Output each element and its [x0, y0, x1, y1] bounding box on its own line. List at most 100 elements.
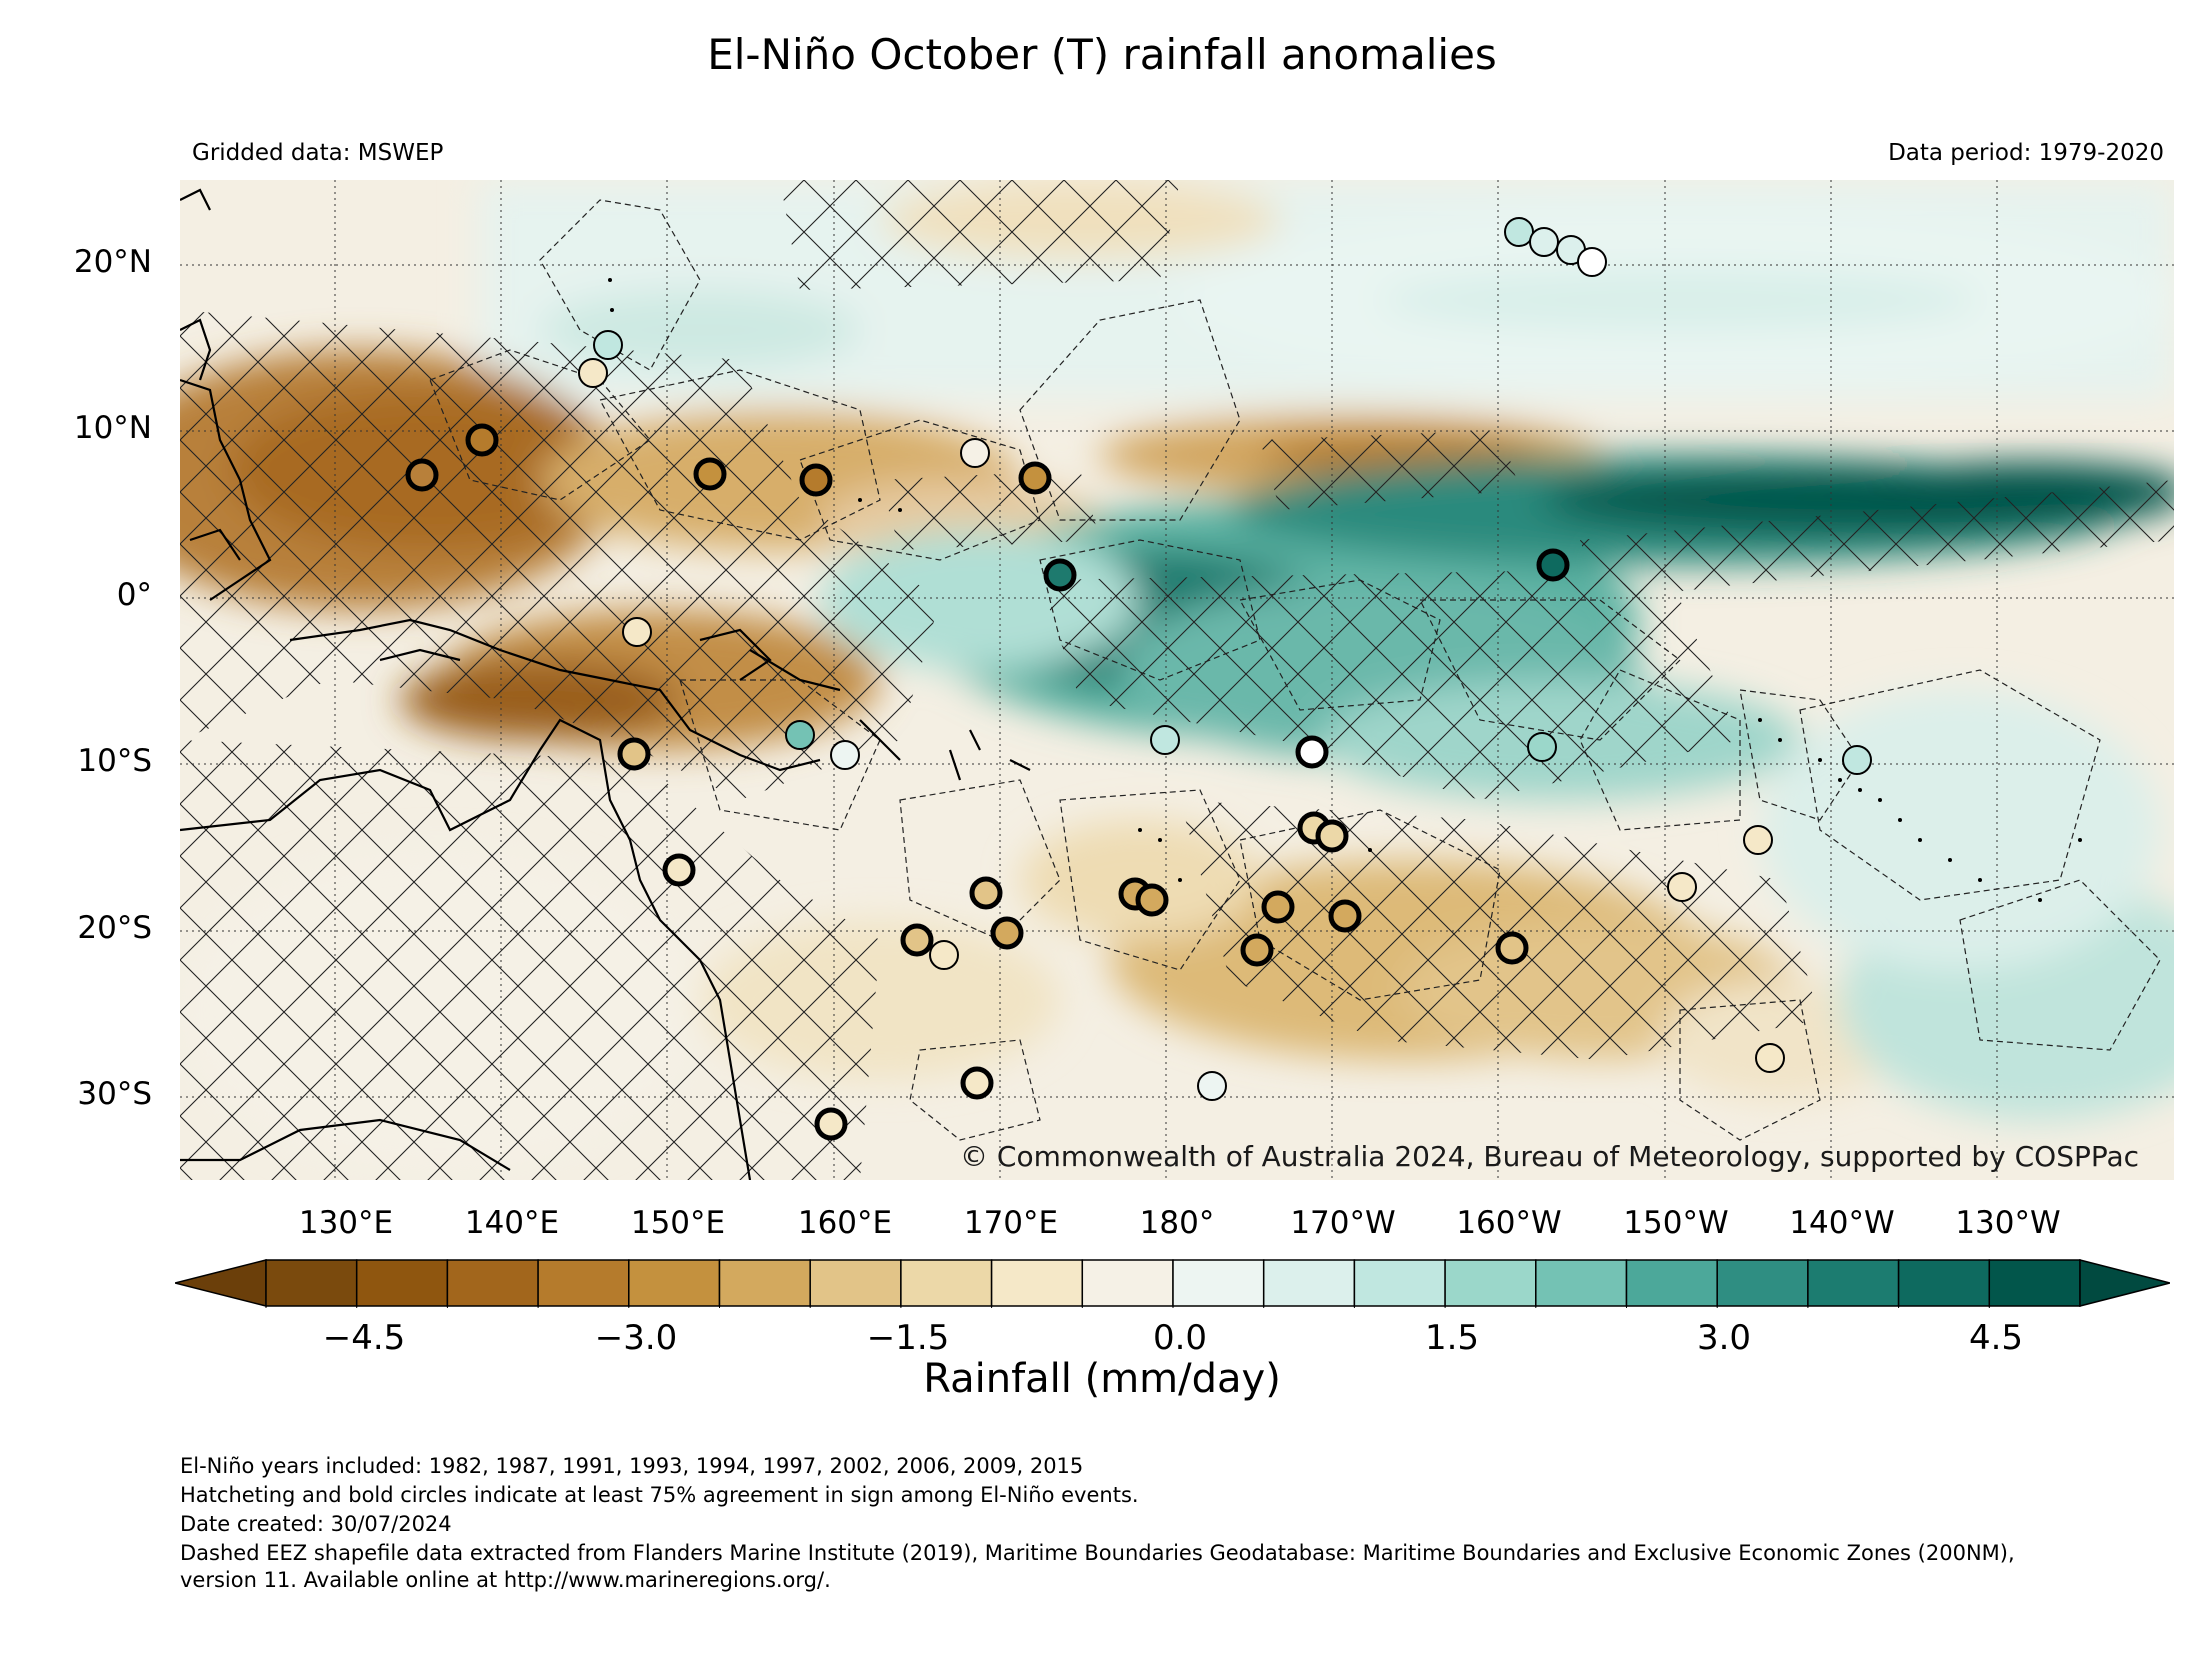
station-circle-bold — [465, 423, 499, 457]
colorbar-cell — [1535, 1259, 1628, 1307]
station-circle — [1197, 1071, 1227, 1101]
colorbar-extend-low — [175, 1259, 267, 1307]
colorbar-cell — [265, 1259, 358, 1307]
footer-eez-source-cont: version 11. Available online at http://w… — [180, 1568, 831, 1592]
rainfall-anomaly-map — [180, 180, 2174, 1180]
station-circle-bold — [1295, 735, 1329, 769]
gridded-data-note: Gridded data: MSWEP — [192, 140, 444, 166]
lon-label: 170°E — [963, 1205, 1059, 1241]
lat-label: 10°N — [73, 410, 152, 446]
colorbar-extend-high — [2079, 1259, 2170, 1307]
station-circle-bold — [1328, 899, 1362, 933]
station-circle-bold — [990, 916, 1024, 950]
station-circle-bold — [1261, 890, 1295, 924]
colorbar-cell — [1716, 1259, 1809, 1307]
station-circle — [960, 438, 990, 468]
station-circle — [785, 720, 815, 750]
station-circle-bold — [1240, 933, 1274, 967]
station-circle-bold — [1018, 461, 1052, 495]
station-circle — [929, 940, 959, 970]
station-circle-bold — [693, 457, 727, 491]
station-circle-bold — [1135, 883, 1169, 917]
colorbar-cell — [1988, 1259, 2081, 1307]
colorbar-cell — [718, 1259, 811, 1307]
colorbar-cell — [1807, 1259, 1900, 1307]
footer-years: El-Niño years included: 1982, 1987, 1991… — [180, 1454, 1084, 1478]
station-circle — [1743, 825, 1773, 855]
colorbar-tick: 0.0 — [1152, 1318, 1208, 1358]
station-circle-bold — [1495, 931, 1529, 965]
colorbar-cell — [990, 1259, 1084, 1307]
station-circle-bold — [405, 458, 439, 492]
data-period-note: Data period: 1979-2020 — [1888, 140, 2164, 166]
station-circle-bold — [960, 1066, 994, 1100]
colorbar-cell — [809, 1259, 902, 1307]
lat-label: 20°S — [77, 910, 152, 946]
station-circle — [1504, 217, 1534, 247]
station-circle — [1527, 732, 1557, 762]
graticule — [180, 180, 2174, 1180]
station-circle — [830, 740, 860, 770]
colorbar-cell — [628, 1259, 721, 1307]
station-circle-bold — [1043, 558, 1077, 592]
colorbar-label: Rainfall (mm/day) — [923, 1356, 1281, 1402]
lon-label: 170°W — [1290, 1205, 1396, 1241]
colorbar-cell — [1625, 1259, 1718, 1307]
coastlines — [180, 188, 1031, 1180]
colorbar-cell — [1172, 1259, 1265, 1307]
station-circle-bold — [1536, 548, 1570, 582]
colorbar-cell — [446, 1259, 539, 1307]
lon-label: 130°W — [1955, 1205, 2061, 1241]
lon-label: 160°E — [797, 1205, 893, 1241]
colorbar-tick: −1.5 — [866, 1318, 950, 1358]
station-circle-bold — [799, 463, 833, 497]
colorbar — [175, 1259, 2170, 1308]
lon-label: 150°W — [1623, 1205, 1729, 1241]
lat-label: 20°N — [73, 244, 152, 280]
colorbar-cell — [537, 1259, 630, 1307]
colorbar-tick: 3.0 — [1696, 1318, 1752, 1358]
lon-label: 140°W — [1789, 1205, 1895, 1241]
copyright-notice: © Commonwealth of Australia 2024, Bureau… — [960, 1140, 2140, 1173]
agreement-hatching — [180, 180, 2174, 1180]
station-circle — [593, 330, 623, 360]
lon-label: 140°E — [464, 1205, 560, 1241]
station-circle — [1842, 745, 1872, 775]
station-circle — [1529, 227, 1559, 257]
station-circle — [1755, 1043, 1785, 1073]
colorbar-tick: −3.0 — [594, 1318, 678, 1358]
station-circle-bold — [617, 737, 651, 771]
station-circle — [622, 617, 652, 647]
colorbar-tick: 4.5 — [1968, 1318, 2024, 1358]
map-title: El-Niño October (T) rainfall anomalies — [707, 30, 1497, 79]
station-circle — [1667, 872, 1697, 902]
lat-label: 0° — [116, 577, 152, 613]
station-circle-bold — [1315, 819, 1349, 853]
station-circle-bold — [814, 1107, 848, 1141]
colorbar-cell — [900, 1259, 993, 1307]
colorbar-cell — [1897, 1259, 1991, 1307]
station-circle — [1577, 247, 1607, 277]
lat-label: 30°S — [77, 1076, 152, 1112]
eez-boundaries — [429, 199, 2161, 1141]
small-islands — [606, 278, 2082, 902]
footer-hatching-note: Hatcheting and bold circles indicate at … — [180, 1483, 1139, 1507]
lon-label: 160°W — [1456, 1205, 1562, 1241]
footer-date-created: Date created: 30/07/2024 — [180, 1512, 452, 1536]
colorbar-tick: 1.5 — [1424, 1318, 1480, 1358]
colorbar-cell — [1353, 1259, 1446, 1307]
lon-label: 150°E — [630, 1205, 726, 1241]
footer-eez-source: Dashed EEZ shapefile data extracted from… — [180, 1541, 2015, 1565]
colorbar-cell — [355, 1259, 449, 1307]
colorbar-cell — [1081, 1259, 1174, 1307]
station-circle — [1150, 725, 1180, 755]
lon-label: 130°E — [298, 1205, 394, 1241]
station-circles — [405, 217, 1872, 1141]
station-circle-bold — [662, 853, 696, 887]
colorbar-tick: −4.5 — [322, 1318, 406, 1358]
lat-label: 10°S — [77, 743, 152, 779]
colorbar-cell — [1262, 1259, 1356, 1307]
station-circle-bold — [900, 923, 934, 957]
colorbar-cell — [1444, 1259, 1537, 1307]
station-circle — [578, 358, 608, 388]
